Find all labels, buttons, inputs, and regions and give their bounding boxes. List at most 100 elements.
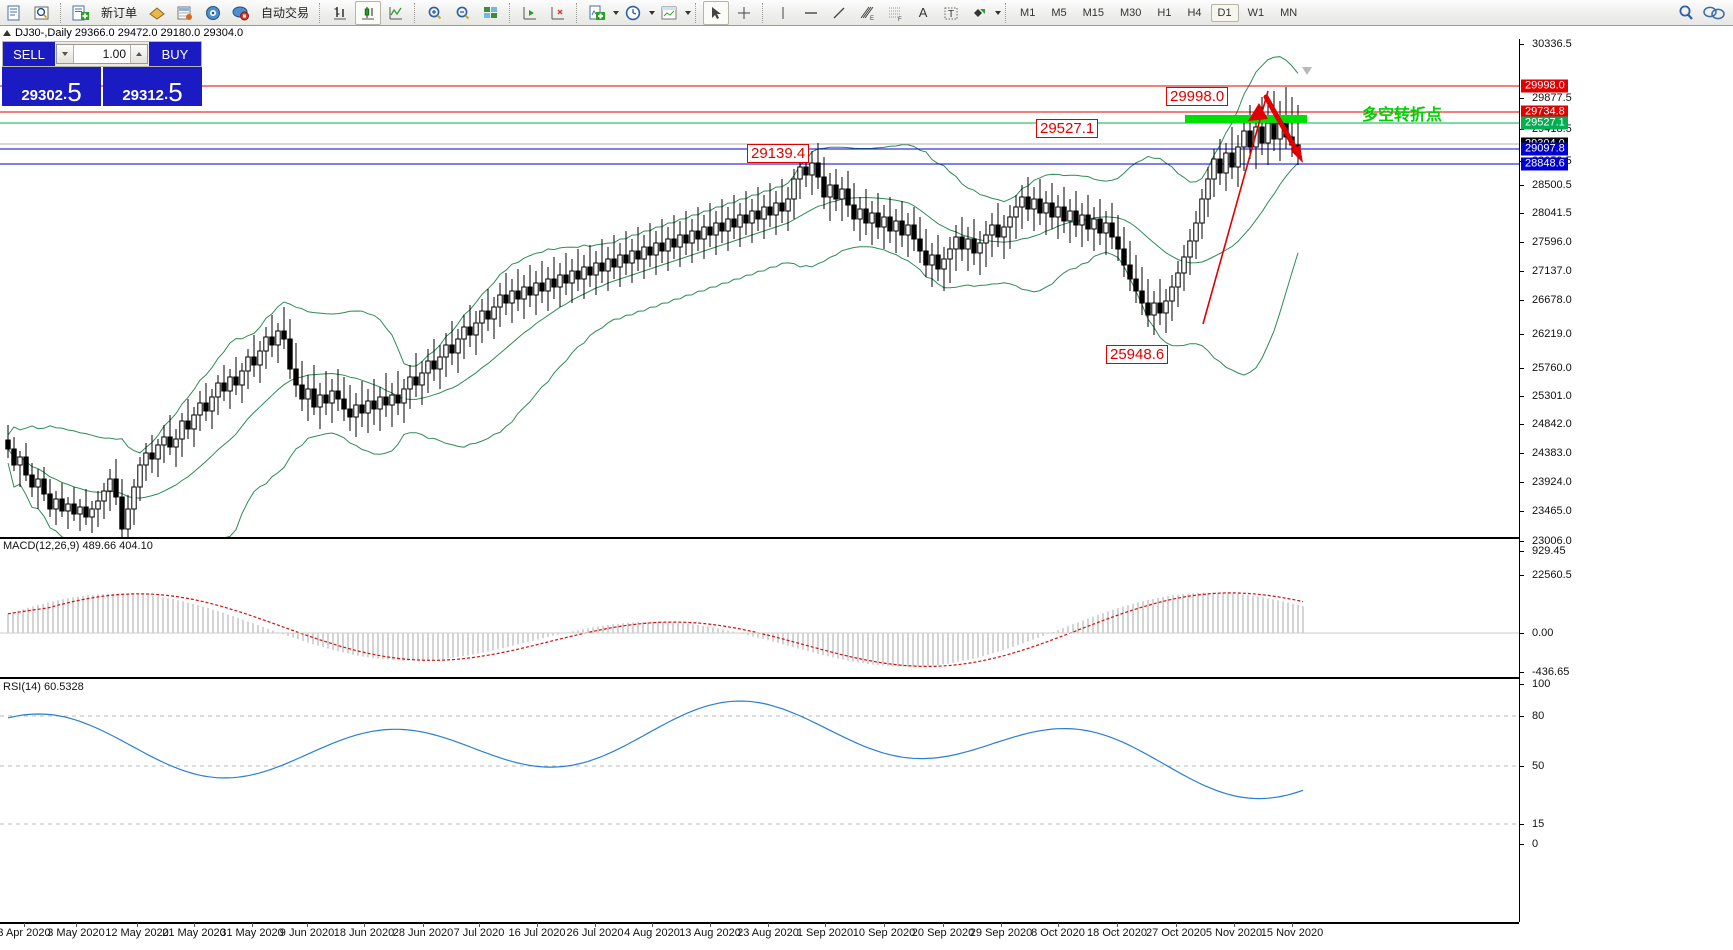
- indicators-icon[interactable]: [584, 1, 610, 25]
- price-chart-pane[interactable]: [0, 39, 1519, 539]
- price-level-badge[interactable]: 29527.1: [1521, 116, 1568, 130]
- text-label-icon[interactable]: T: [938, 1, 964, 25]
- candle-body: [713, 222, 719, 236]
- timeframe-w1[interactable]: W1: [1247, 6, 1265, 19]
- buy-button[interactable]: BUY: [149, 42, 201, 66]
- candle-body: [581, 266, 587, 280]
- candle-body: [35, 478, 41, 488]
- candlestick-chart-icon[interactable]: [355, 0, 382, 25]
- horizontal-line-icon[interactable]: [798, 1, 824, 25]
- vertical-line-icon[interactable]: [770, 1, 796, 25]
- autotrade-label[interactable]: 自动交易: [261, 6, 310, 20]
- candle-body: [1205, 178, 1211, 200]
- macd-pane[interactable]: MACD(12,26,9) 489.66 404.10: [0, 539, 1519, 679]
- price-scale[interactable]: 30336.529877.529418.528959.528500.528041…: [1519, 38, 1733, 922]
- candle-body: [1217, 158, 1223, 174]
- timeframe-m1[interactable]: M1: [1020, 6, 1036, 19]
- arrows-icon[interactable]: [966, 1, 992, 25]
- date-label: 7 Jul 2020: [453, 927, 505, 939]
- candle-body: [293, 368, 299, 386]
- chat-icon[interactable]: [1701, 1, 1727, 25]
- candle-body: [803, 166, 809, 176]
- price-level-badge[interactable]: 29734.8: [1521, 105, 1568, 119]
- timeframe-m5[interactable]: M5: [1051, 6, 1067, 19]
- auto-scroll-icon[interactable]: [545, 1, 571, 25]
- candle-body: [551, 278, 557, 288]
- expert-advisor-icon[interactable]: [144, 1, 170, 25]
- arrows-dropdown-icon[interactable]: [995, 10, 1002, 15]
- price-level-badge[interactable]: 29097.8: [1521, 142, 1568, 156]
- timeframe-h1[interactable]: H1: [1157, 6, 1172, 19]
- volume-decrease-icon[interactable]: [57, 45, 74, 63]
- timeframe-m30[interactable]: M30: [1120, 6, 1142, 19]
- date-tick: [479, 923, 480, 927]
- candle-body: [725, 218, 731, 232]
- candle-body: [845, 188, 851, 206]
- market-watch-icon[interactable]: [29, 1, 55, 25]
- fibonacci-icon[interactable]: F: [882, 1, 908, 25]
- timeframe-m15[interactable]: M15: [1082, 6, 1104, 19]
- equidistant-channel-icon[interactable]: E: [854, 1, 880, 25]
- volume-stepper[interactable]: 1.00: [56, 44, 148, 64]
- one-click-trade-panel[interactable]: SELL 1.00 BUY 29302 . 5 29312 . 5: [2, 41, 202, 106]
- bar-chart-icon[interactable]: [327, 1, 353, 25]
- timeframe-h4[interactable]: H4: [1187, 6, 1202, 19]
- candle-body: [659, 242, 665, 252]
- uptrend-line: [1202, 90, 1269, 325]
- candle-body: [1181, 256, 1187, 274]
- candle-body: [1013, 206, 1019, 218]
- trendline-icon[interactable]: [826, 1, 852, 25]
- candle-body: [461, 326, 467, 340]
- volume-input[interactable]: 1.00: [102, 47, 126, 61]
- price-tick-mark: [1520, 541, 1524, 542]
- toolbar-separator-8: [1005, 2, 1008, 23]
- chart-shift-icon[interactable]: [517, 1, 543, 25]
- candle-body: [29, 474, 35, 488]
- candle-body: [1193, 222, 1199, 242]
- candle-body: [683, 234, 689, 244]
- candle-body: [77, 506, 83, 515]
- sell-button[interactable]: SELL: [3, 42, 55, 66]
- candle-body: [1169, 286, 1175, 302]
- tile-windows-icon[interactable]: [478, 1, 504, 25]
- volume-increase-icon[interactable]: [130, 45, 147, 63]
- timeframe-d1[interactable]: D1: [1210, 3, 1239, 22]
- text-tool-icon[interactable]: A: [918, 5, 928, 20]
- candle-body: [587, 266, 593, 276]
- collapse-triangle-icon[interactable]: [3, 29, 11, 36]
- line-chart-icon[interactable]: [383, 1, 409, 25]
- navigator-icon[interactable]: [200, 1, 226, 25]
- price-level-badge[interactable]: 29998.0: [1521, 79, 1568, 93]
- sell-price[interactable]: 29302 . 5: [2, 67, 101, 106]
- rsi-pane[interactable]: RSI(14) 60.5328: [0, 680, 1519, 924]
- templates-icon[interactable]: [656, 1, 682, 25]
- candle-body: [653, 242, 659, 256]
- period-dropdown-icon[interactable]: [649, 10, 656, 15]
- zoom-out-icon[interactable]: [450, 1, 476, 25]
- candle-body: [671, 238, 677, 248]
- timeframe-group: M1 M5 M15 M30 H1 H4 D1 W1 MN: [1012, 3, 1305, 22]
- toolbar-separator-1: [60, 2, 63, 23]
- candle-body: [89, 508, 95, 518]
- autotrade-icon[interactable]: [228, 1, 254, 25]
- period-clock-icon[interactable]: [620, 1, 646, 25]
- new-order-icon[interactable]: [68, 1, 94, 25]
- timeframe-mn[interactable]: MN: [1280, 6, 1298, 19]
- candle-body: [1241, 130, 1247, 148]
- templates-dropdown-icon[interactable]: [685, 10, 692, 15]
- new-chart-icon[interactable]: [1, 1, 27, 25]
- new-order-label[interactable]: 新订单: [101, 6, 138, 20]
- candle-body: [977, 242, 983, 254]
- search-icon[interactable]: [1673, 1, 1699, 25]
- buy-price[interactable]: 29312 . 5: [103, 67, 202, 106]
- data-window-icon[interactable]: [172, 1, 198, 25]
- zoom-in-icon[interactable]: [422, 1, 448, 25]
- crosshair-icon[interactable]: [731, 1, 757, 25]
- cursor-icon[interactable]: [703, 0, 730, 25]
- indicators-dropdown-icon[interactable]: [613, 10, 620, 15]
- candle-body: [1001, 226, 1007, 238]
- sell-price-integer: 29302: [21, 87, 64, 104]
- price-level-badge[interactable]: 28848.6: [1521, 157, 1568, 171]
- date-tick: [1292, 923, 1293, 927]
- candle-body: [5, 439, 11, 450]
